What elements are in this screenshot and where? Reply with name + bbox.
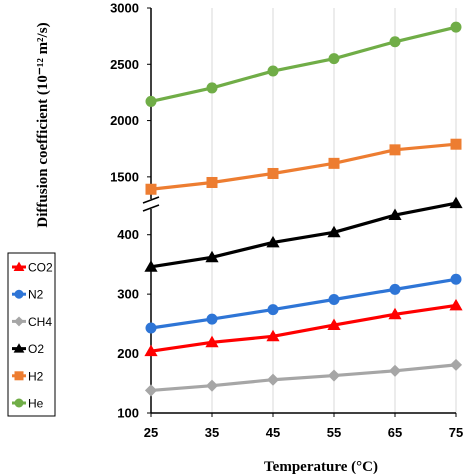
x-tick-label: 55	[327, 425, 341, 440]
series-lines	[144, 21, 463, 397]
data-point-co2	[205, 335, 219, 348]
legend-marker-he	[14, 398, 24, 408]
data-point-he	[328, 53, 340, 65]
legend-label-he: He	[28, 397, 44, 411]
legend-marker-h2	[14, 371, 24, 381]
series-co2	[144, 298, 463, 357]
legend-label-o2: O2	[28, 342, 44, 356]
data-point-ch4	[388, 364, 402, 377]
axis-break-gap	[148, 199, 154, 209]
data-point-co2	[449, 298, 463, 311]
series-h2	[145, 138, 462, 195]
legend-label-ch4: CH4	[28, 315, 52, 329]
data-point-h2	[450, 138, 462, 150]
data-point-ch4	[449, 358, 463, 371]
data-point-o2	[205, 250, 219, 263]
data-point-he	[389, 36, 401, 48]
y-tick-label: 300	[117, 287, 139, 302]
x-tick-label: 65	[388, 425, 402, 440]
y-tick-label: 2500	[110, 57, 139, 72]
data-point-ch4	[205, 379, 219, 392]
legend-box	[7, 252, 56, 417]
series-line-o2	[150, 201, 457, 269]
data-point-h2	[328, 157, 340, 169]
y-tick-label: 200	[117, 346, 139, 361]
data-point-o2	[449, 196, 463, 209]
legend-marker-o2	[13, 343, 25, 353]
data-point-o2	[388, 208, 402, 221]
data-point-he	[206, 82, 218, 94]
y-tick-label: 400	[117, 227, 139, 242]
legend-marker-co2	[13, 261, 25, 272]
series-line-n2	[150, 277, 457, 330]
y-tick-label: 2000	[110, 113, 139, 128]
x-tick-label: 35	[205, 425, 219, 440]
data-point-n2	[267, 304, 279, 316]
data-point-h2	[145, 183, 157, 195]
data-point-ch4	[327, 369, 341, 382]
y-tick-label: 100	[117, 406, 139, 421]
data-point-ch4	[266, 373, 280, 386]
legend-label-co2: CO2	[28, 261, 53, 275]
data-point-ch4	[144, 384, 158, 397]
data-point-h2	[267, 167, 279, 179]
legend-label-h2: H2	[28, 369, 44, 383]
data-point-n2	[145, 322, 157, 334]
x-tick-label: 75	[449, 425, 463, 440]
data-point-n2	[328, 293, 340, 305]
axis-break-mark	[142, 196, 160, 204]
x-tick-label: 25	[144, 425, 158, 440]
y-tick-label: 1500	[110, 169, 139, 184]
data-point-o2	[327, 225, 341, 238]
legend: CO2 N2 CH4 O2 H2 He	[7, 252, 56, 417]
data-point-co2	[327, 318, 341, 330]
data-point-h2	[389, 144, 401, 156]
data-point-he	[267, 65, 279, 77]
y-axis-title: Diffusion coefficient (10⁻¹² m²/s)	[35, 22, 51, 227]
series-o2	[144, 196, 463, 272]
tick-labels: 100 200 300 400 1500 2000 2500 3000 25 35 45 55 65 75	[110, 1, 463, 441]
data-point-co2	[266, 329, 280, 342]
series-n2	[145, 273, 462, 334]
data-point-n2	[450, 273, 462, 285]
data-point-o2	[144, 260, 158, 272]
series-ch4	[144, 358, 463, 397]
axis-break-mark	[142, 204, 160, 212]
series-line-he	[150, 25, 457, 103]
data-point-he	[145, 95, 157, 107]
grid	[150, 8, 457, 413]
legend-marker-n2	[14, 289, 24, 299]
data-point-he	[450, 21, 462, 33]
data-point-h2	[206, 176, 218, 188]
data-point-o2	[266, 235, 280, 248]
series-line-ch4	[150, 363, 457, 393]
legend-label-n2: N2	[28, 288, 44, 302]
data-point-co2	[388, 307, 402, 320]
series-line-h2	[150, 142, 457, 191]
data-point-n2	[206, 313, 218, 325]
legend-marker-ch4	[14, 316, 24, 327]
data-point-n2	[389, 283, 401, 295]
y-tick-label: 3000	[110, 1, 139, 16]
series-line-co2	[150, 303, 457, 353]
x-tick-label: 45	[266, 425, 280, 440]
series-he	[145, 21, 462, 107]
x-axis-title: Temperature (°C)	[264, 459, 378, 474]
data-point-co2	[144, 344, 158, 357]
